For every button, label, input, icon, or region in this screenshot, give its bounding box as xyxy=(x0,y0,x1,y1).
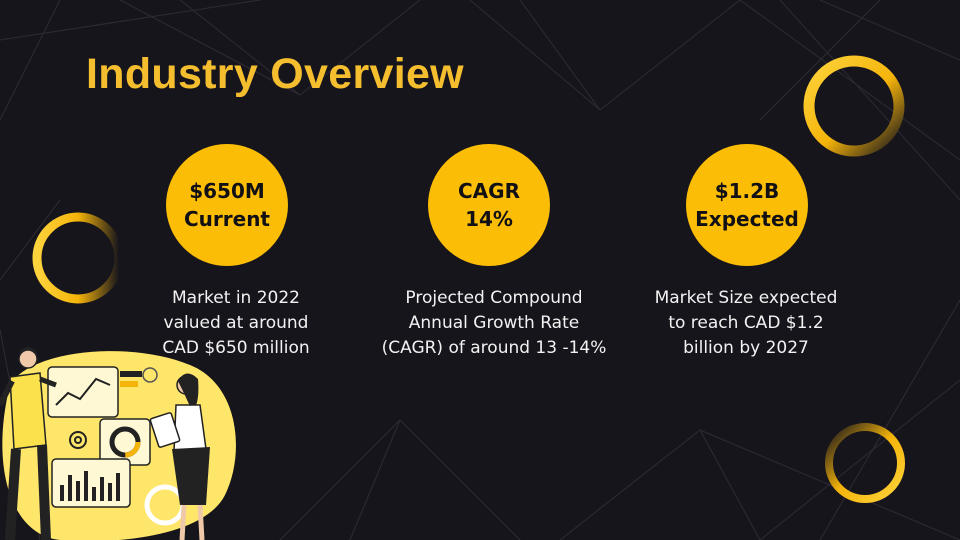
description-line: valued at around xyxy=(163,313,309,333)
dashboard-panels xyxy=(47,366,151,508)
stat-circle-line: Current xyxy=(183,207,270,231)
slide-title: Industry Overview xyxy=(86,50,464,98)
gear-icon xyxy=(69,431,87,449)
description-line: Market in 2022 xyxy=(171,288,300,308)
ring-decoration-top-right xyxy=(803,55,905,157)
stat-circle-line: Expected xyxy=(695,207,799,231)
business-analytics-illustration xyxy=(0,347,236,540)
description-line: to reach CAD $1.2 xyxy=(668,313,824,333)
stat-circle-line: 14% xyxy=(465,207,513,231)
description-line: (CAGR) of around 13 -14% xyxy=(381,338,607,358)
stat-circle-cagr: CAGR 14% xyxy=(428,144,550,266)
stat-description-current-market: Market in 2022 valued at around CAD $650… xyxy=(116,286,356,361)
description-line: Market Size expected xyxy=(654,288,838,308)
ring-decoration-left xyxy=(32,212,124,304)
stat-circle-line: $650M xyxy=(189,179,265,203)
description-line: Projected Compound xyxy=(405,288,583,308)
stat-circle-line: CAGR xyxy=(458,179,520,203)
description-line: Annual Growth Rate xyxy=(408,313,580,333)
stat-description-cagr: Projected Compound Annual Growth Rate (C… xyxy=(374,286,614,361)
woman-figure xyxy=(149,373,210,540)
ring-decoration-bottom-right xyxy=(825,423,905,503)
description-line: billion by 2027 xyxy=(683,338,809,358)
gear-icon xyxy=(142,367,158,383)
stat-circle-expected-market: $1.2B Expected xyxy=(686,144,808,266)
man-figure xyxy=(0,347,57,540)
stat-circle-line: $1.2B xyxy=(714,179,780,203)
description-line: CAD $650 million xyxy=(162,338,310,358)
stat-description-expected-market: Market Size expected to reach CAD $1.2 b… xyxy=(626,286,866,361)
stat-circle-current-market: $650M Current xyxy=(166,144,288,266)
